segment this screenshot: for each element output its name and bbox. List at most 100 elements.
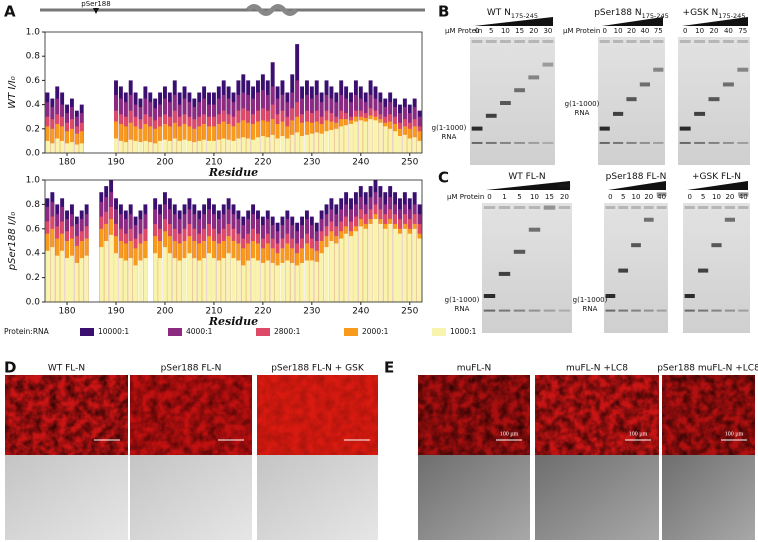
bar — [231, 140, 236, 153]
gel-well — [500, 40, 511, 43]
lane-label: 75 — [654, 27, 663, 35]
panel-label: C — [438, 169, 449, 187]
bar — [65, 258, 69, 302]
gel-band — [738, 192, 749, 197]
plot-frame — [44, 31, 423, 154]
lane-label: 10 — [695, 27, 704, 35]
bar — [358, 120, 363, 153]
bar — [118, 123, 123, 153]
legend-label: 4000:1 — [186, 327, 213, 336]
lane-label: 20 — [644, 193, 653, 201]
x-tick-label: 250 — [401, 307, 418, 317]
gel-well — [631, 206, 641, 209]
rna-label: g(1-1000) — [432, 124, 467, 132]
legend-label: 2000:1 — [362, 327, 389, 336]
lane-label: 20 — [560, 193, 569, 201]
y-axis-label: WT I/I₀ — [7, 76, 18, 108]
x-tick-label: 210 — [205, 307, 222, 317]
gel-well — [656, 206, 667, 209]
fluorescence-texture — [130, 375, 252, 455]
gel-band — [542, 141, 554, 144]
micrograph-title: pSer188 FL-N + GSK — [271, 364, 365, 374]
gel-well — [599, 40, 610, 43]
bar — [280, 262, 285, 302]
bar — [172, 122, 177, 153]
x-axis-label: Residue — [208, 315, 258, 328]
gel-well — [613, 40, 624, 43]
gel-band — [471, 141, 483, 144]
bar — [99, 247, 104, 302]
lane-label: 15 — [545, 193, 554, 201]
lane-label: 10 — [712, 193, 721, 201]
bar — [60, 140, 65, 153]
gel-well — [684, 206, 695, 209]
legend-label: 1000:1 — [450, 327, 477, 336]
rna-label: RNA — [575, 109, 590, 117]
bar — [407, 138, 412, 153]
bar — [55, 138, 60, 153]
gel-band — [694, 111, 706, 116]
lane-label: 20 — [725, 193, 734, 201]
bar — [353, 231, 358, 302]
rna-label: RNA — [442, 133, 457, 141]
gel-band — [558, 309, 571, 312]
bar — [363, 228, 368, 302]
bar — [216, 260, 221, 302]
bar — [256, 137, 260, 153]
bar — [353, 121, 358, 153]
bar — [280, 136, 285, 153]
gel-band — [679, 126, 691, 131]
gel-band — [631, 309, 641, 312]
gel-image — [470, 37, 555, 165]
bar — [74, 133, 79, 153]
bar — [143, 123, 148, 153]
bar — [162, 247, 167, 302]
bar — [192, 128, 197, 153]
bar — [334, 243, 339, 302]
gel-band — [737, 141, 749, 144]
bar — [373, 219, 378, 302]
gel-band — [626, 97, 637, 102]
wedge — [486, 181, 570, 190]
bar — [123, 260, 128, 302]
bar — [177, 260, 182, 302]
x-tick-label: 220 — [254, 158, 271, 168]
fluorescence-texture — [257, 375, 378, 455]
bar — [177, 126, 182, 153]
brightfield-image — [418, 455, 530, 540]
bar — [344, 233, 349, 302]
gel-well — [722, 40, 734, 43]
bar — [334, 128, 339, 153]
bar — [50, 143, 55, 153]
lane-label: 20 — [710, 27, 719, 35]
bar — [251, 139, 256, 153]
bar — [324, 131, 329, 153]
lane-label: 5 — [517, 193, 521, 201]
y-tick-label: 1.0 — [26, 28, 41, 38]
gel-band — [599, 126, 610, 131]
bar — [114, 121, 118, 153]
bar — [226, 253, 231, 302]
bar — [60, 250, 65, 302]
bar — [45, 250, 50, 302]
micrograph-title: WT FL-N — [48, 364, 85, 374]
rna-label: g(1-1000) — [565, 100, 600, 108]
bar — [104, 241, 109, 302]
bar — [207, 253, 211, 302]
bar — [45, 126, 50, 153]
bar — [167, 253, 172, 302]
lane-label: 5 — [489, 27, 493, 35]
bar — [260, 136, 265, 153]
gel-well — [724, 206, 735, 209]
wedge — [682, 17, 748, 26]
gel-well — [483, 206, 496, 209]
gel-band — [737, 67, 749, 72]
gel-title: WT FL-N — [508, 172, 545, 182]
gel-band — [528, 75, 540, 80]
micrograph-title: pSer188 muFL-N +LC8 — [657, 364, 758, 374]
legend-label: 2800:1 — [274, 327, 301, 336]
lane-label: 0 — [608, 193, 612, 201]
bar — [388, 223, 393, 302]
bar — [383, 228, 388, 302]
gel-well — [618, 206, 629, 209]
